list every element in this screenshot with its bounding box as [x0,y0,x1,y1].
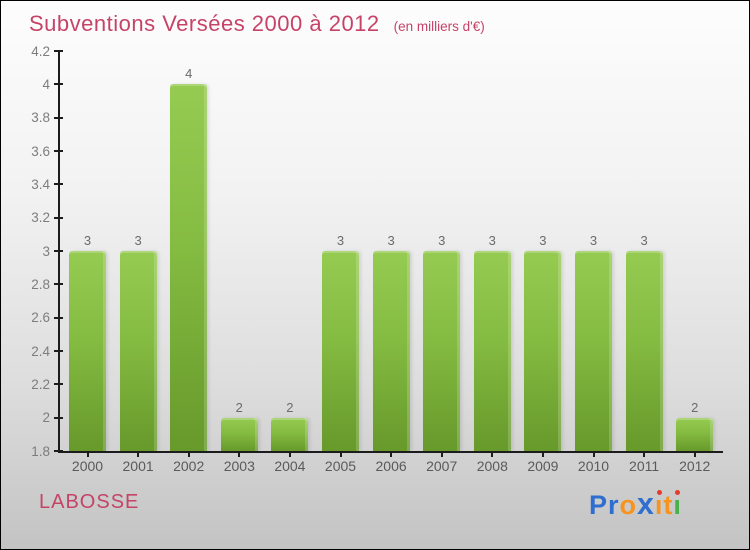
x-axis-tick [643,453,646,457]
y-axis-tick-label: 2.6 [31,310,50,326]
y-axis-tick [54,383,63,386]
bar-2001 [119,251,157,451]
bar-value-label: 3 [387,233,395,248]
logo-letter-dot [656,490,662,495]
x-axis-tick-label: 2011 [629,458,660,474]
x-axis-tick [238,453,241,457]
bar-2005 [322,251,359,451]
y-axis-tick-label: 3.6 [31,143,50,159]
bar-value-label: 3 [83,233,92,248]
bar-2007 [423,251,461,451]
x-axis-tick [288,453,291,457]
y-axis-tick-label: 1.8 [31,443,50,459]
bar-2002 [170,84,208,451]
x-axis-tick [187,453,190,457]
y-axis-tick [54,216,63,219]
bar-value-label: 2 [286,399,294,415]
y-axis-tick [54,150,63,152]
x-axis-tick-label: 2008 [476,458,508,474]
y-axis-tick [54,183,63,186]
x-axis-tick-label: 2012 [679,458,711,474]
y-axis-tick-label: 4 [42,76,50,92]
chart-header: Subventions Versées 2000 à 2012 (en milli… [29,11,485,37]
logo-letter: ı [654,490,664,520]
proxiti-logo: Proxı tı [589,487,682,523]
x-axis-tick-label: 2007 [426,458,458,474]
bar-value-label: 2 [235,399,243,415]
x-axis-tick-label: 2002 [173,458,205,474]
x-axis-tick [592,453,595,457]
y-axis-tick-label: 2.2 [31,376,50,392]
bar-2004 [271,417,309,451]
logo-letter: ı [673,490,682,520]
y-axis-tick-label: 2.4 [31,343,50,359]
bar-value-label: 4 [185,66,193,82]
chart-title: Subventions Versées 2000 à 2012 [29,11,380,36]
y-axis-tick [54,116,63,119]
x-axis-tick-label: 2005 [324,458,357,474]
x-axis-tick [693,453,696,457]
bar-2006 [372,251,410,451]
bar-value-label: 3 [134,233,142,248]
bar-2003 [220,417,258,451]
bar-value-label: 3 [539,233,547,248]
x-axis-tick-label: 2004 [274,458,306,474]
x-axis-tick-label: 2001 [122,458,154,474]
x-axis-tick-label: 2010 [577,458,610,474]
x-axis-tick [390,453,393,457]
bar-value-label: 2 [691,399,699,415]
y-axis-tick-label: 3.2 [31,210,50,226]
entity-name: LABOSSE [39,491,140,513]
y-axis-tick [54,283,63,286]
x-axis-tick-label: 2009 [527,458,559,474]
logo-letter: t [663,490,674,520]
chart-subtitle: (en milliers d'€) [393,19,485,34]
bar-value-label: 3 [438,233,446,248]
x-axis-tick [491,453,494,457]
x-axis-line [58,451,723,453]
y-axis-tick-label: 3 [42,243,50,259]
logo-letter-dot [675,490,681,495]
bar-2011 [625,251,663,451]
x-axis-tick-label: 2003 [223,458,255,474]
logo-letter: r [608,490,620,520]
y-axis-tick [54,316,63,319]
bar-2010 [575,251,612,451]
x-axis-tick [339,453,342,457]
bar-2012 [676,417,714,451]
bar-2000 [69,251,106,451]
bar-value-label: 3 [488,233,496,248]
y-axis-tick-label: 3.4 [31,176,50,192]
y-axis-tick [54,50,63,52]
bar-value-label: 3 [589,233,598,248]
logo-letter: P [589,490,609,520]
x-axis-tick [440,453,443,457]
x-axis-tick-label: 2000 [71,458,104,474]
y-axis-tick-label: 3.8 [31,110,50,126]
bar-value-label: 3 [336,233,345,248]
y-axis-tick [54,350,63,352]
y-axis-line [58,51,60,453]
x-axis-tick [86,453,89,457]
y-axis-tick [54,83,63,86]
bar-chart-plot: 1.8 2 2.2 2.4 2.6 2.8 3 3.2 3.4 3.6 3.8 4 4.2 3 2000 3 2… [31,44,723,474]
y-axis-tick-label: 4.2 [31,43,50,59]
bar-value-label: 3 [640,233,648,248]
y-axis-tick-label: 2.8 [31,276,50,292]
bar-2008 [473,251,511,451]
y-axis-tick-label: 2 [42,410,50,426]
logo-letter: o [619,490,638,520]
x-axis-tick [541,453,544,457]
logo-letter: x [637,488,655,521]
x-axis-tick [137,453,140,457]
y-axis-tick [54,416,63,419]
y-axis-tick [54,250,63,252]
x-axis-tick-label: 2006 [375,458,407,474]
bar-2009 [524,251,562,451]
